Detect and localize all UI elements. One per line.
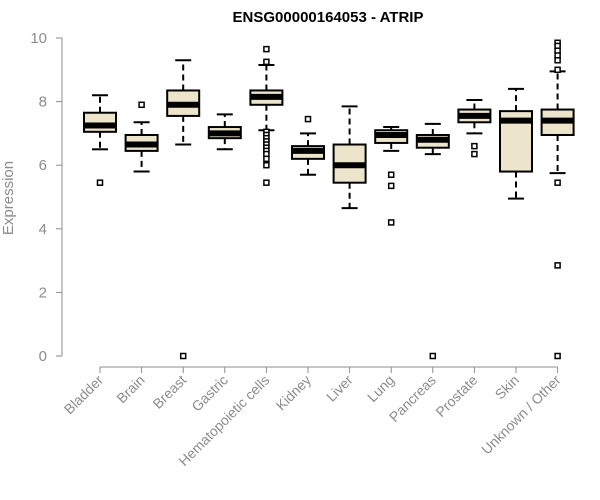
y-tick-label: 6: [39, 157, 47, 174]
box-10: [499, 87, 533, 200]
outlier-point: [263, 155, 270, 163]
outlier-point: [554, 179, 561, 186]
outlier-point: [554, 57, 561, 64]
box-1: [124, 101, 159, 173]
box-6: [332, 105, 367, 210]
x-tick-label: Bladder: [61, 372, 107, 418]
outlier-point: [263, 161, 270, 169]
outlier-point: [179, 352, 187, 360]
outlier-point: [263, 179, 270, 186]
outlier-point: [387, 182, 395, 190]
outlier-point: [471, 142, 478, 150]
chart-title: ENSG00000164053 - ATRIP: [233, 9, 424, 26]
x-tick-label: Brain: [113, 372, 147, 406]
y-tick-label: 4: [39, 221, 47, 238]
outlier-point: [554, 262, 561, 269]
box-2: [166, 59, 201, 360]
box-0: [83, 94, 117, 186]
x-tick-label: Breast: [149, 372, 189, 412]
y-axis: 0 2 4 6 8 10: [30, 30, 63, 365]
x-tick-label: Liver: [323, 372, 356, 405]
box-9: [457, 99, 492, 158]
box-iqr: [83, 111, 117, 133]
outlier-point: [387, 219, 395, 226]
outlier-point: [138, 101, 145, 109]
box-5: [291, 115, 325, 176]
x-tick-label: Kidney: [273, 372, 315, 414]
outlier-point: [429, 352, 437, 360]
y-axis-label: Expression: [0, 161, 17, 235]
box-7: [374, 126, 409, 226]
outlier-point: [387, 171, 395, 178]
outlier-point: [304, 115, 312, 123]
box-8: [415, 122, 450, 360]
box-3: [207, 113, 242, 151]
box-11: [540, 39, 575, 360]
outlier-point: [471, 150, 478, 158]
box-4: [249, 45, 284, 186]
x-tick-label: Lung: [364, 372, 397, 405]
y-tick-label: 0: [39, 348, 47, 365]
y-tick-label: 8: [39, 94, 47, 111]
y-tick-label: 10: [30, 30, 47, 47]
x-tick-label: Prostate: [432, 372, 480, 420]
outlier-point: [263, 45, 270, 53]
outlier-point: [554, 66, 561, 74]
box-series: [83, 39, 575, 360]
outlier-point: [96, 179, 104, 186]
outlier-point: [263, 58, 270, 66]
y-tick-label: 2: [39, 284, 47, 301]
x-tick-label: Skin: [492, 372, 523, 403]
outlier-point: [554, 352, 561, 360]
x-tick-label: Unknown / Other: [478, 372, 564, 458]
